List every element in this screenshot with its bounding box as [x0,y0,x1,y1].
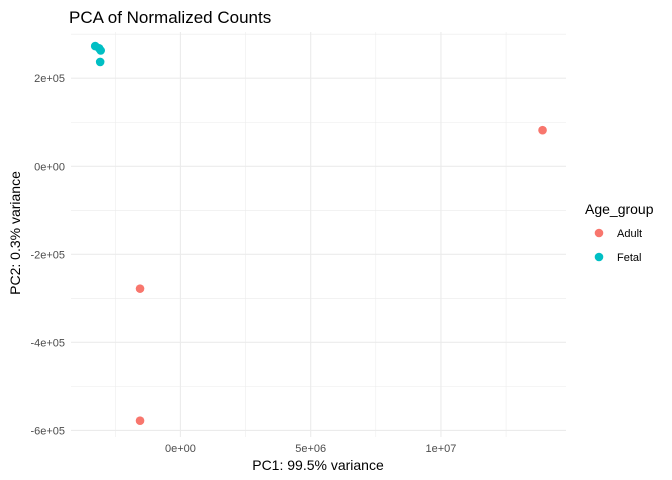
legend-title: Age_group [585,201,654,217]
y-tick-label: -4e+05 [30,337,65,349]
point-adult [538,125,547,135]
y-tick-label: -6e+05 [30,425,65,437]
legend-key-fetal [594,252,604,262]
x-tick-label: 1e+07 [425,443,456,455]
legend-key-adult [594,228,604,238]
x-axis-title: PC1: 99.5% variance [252,457,384,473]
legend-label-fetal: Fetal [617,252,641,264]
data-points [90,41,547,426]
y-tick-label: 0e+00 [34,161,65,173]
legend: Age_group Adult Fetal [585,201,654,264]
y-axis-title: PC2: 0.3% variance [7,171,23,295]
minor-gridlines [71,32,566,437]
point-adult [135,284,145,293]
chart-title: PCA of Normalized Counts [69,8,271,27]
point-adult [135,416,145,426]
point-fetal [96,46,105,55]
x-tick-label: 0e+00 [165,443,196,455]
point-fetal [95,57,105,67]
x-tick-label: 5e+06 [295,443,326,455]
y-axis-ticks: -6e+05 -4e+05 -2e+05 0e+00 2e+05 [30,73,65,437]
y-tick-label: -2e+05 [30,249,65,261]
major-gridlines [71,32,566,437]
x-axis-ticks: 0e+00 5e+06 1e+07 [165,443,456,455]
legend-label-adult: Adult [617,228,642,240]
plot-panel: 0e+00 5e+06 1e+07 -6e+05 -4e+05 -2e+05 0e+00 2… [30,32,566,455]
y-tick-label: 2e+05 [34,73,65,85]
